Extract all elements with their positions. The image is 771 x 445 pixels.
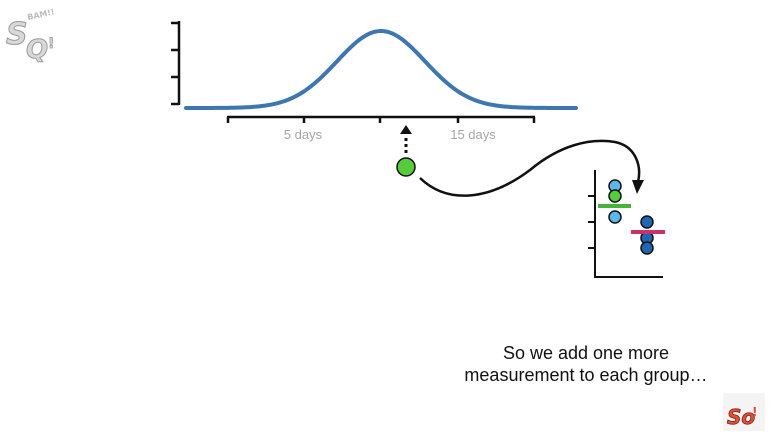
svg-text:So: So (727, 405, 755, 429)
dotted-up-arrow (400, 125, 412, 153)
caption-text: So we add one more measurement to each g… (430, 342, 742, 386)
new-measurement-point (396, 157, 416, 177)
caption-line-2: measurement to each group… (464, 365, 708, 385)
group-1-points (608, 179, 622, 224)
svg-text:S: S (6, 17, 28, 52)
group-2-points (640, 215, 654, 255)
tick-label-15-days: 15 days (450, 127, 496, 142)
svg-text:!: ! (752, 405, 757, 419)
statquest-logo-bottom: So ! (723, 393, 765, 431)
statquest-logo-top: S Q ! BAM!! (6, 7, 56, 65)
svg-text:!: ! (48, 36, 54, 52)
svg-text:Q: Q (26, 35, 48, 65)
group-2-point (640, 241, 654, 255)
curved-arrow (419, 139, 644, 197)
distribution-y-axis (171, 21, 181, 106)
svg-text:BAM!!: BAM!! (27, 7, 56, 22)
caption-line-1: So we add one more (502, 343, 670, 363)
group-1-new-point (608, 189, 622, 203)
bell-curve (184, 29, 578, 110)
group-1-point (608, 210, 622, 224)
group-2-point (640, 215, 654, 229)
distribution-x-axis (226, 115, 536, 123)
tick-label-5-days: 5 days (284, 127, 323, 142)
group-plot-axes (588, 170, 663, 278)
